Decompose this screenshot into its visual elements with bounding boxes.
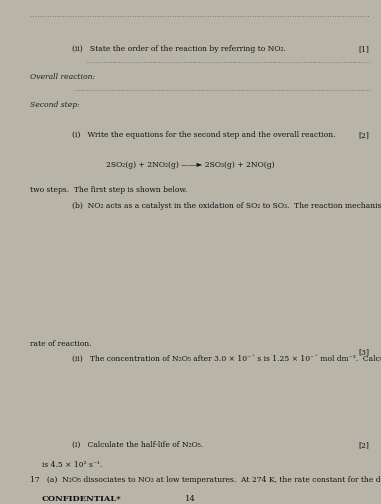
Text: 2SO₂(g) + 2NO₂(g) ——► 2SO₃(g) + 2NO(g): 2SO₂(g) + 2NO₂(g) ——► 2SO₃(g) + 2NO(g) (106, 161, 275, 169)
Text: Second step:: Second step: (30, 101, 80, 109)
Text: (ii)   The concentration of N₂O₅ after 3.0 × 10⁻´ s is 1.25 × 10⁻´ mol dm⁻³.  Ca: (ii) The concentration of N₂O₅ after 3.0… (72, 355, 381, 363)
Text: (i)   Write the equations for the second step and the overall reaction.: (i) Write the equations for the second s… (72, 131, 336, 139)
Text: rate of reaction.: rate of reaction. (30, 340, 92, 348)
Text: 14: 14 (185, 495, 196, 503)
Text: is 4.5 × 10² s⁻¹.: is 4.5 × 10² s⁻¹. (42, 461, 102, 469)
Text: (ii)   State the order of the reaction by referring to NO₂.: (ii) State the order of the reaction by … (72, 45, 286, 53)
Text: [1]: [1] (359, 45, 370, 53)
Text: (b)  NO₂ acts as a catalyst in the oxidation of SO₂ to SO₃.  The reaction mechan: (b) NO₂ acts as a catalyst in the oxidat… (72, 202, 381, 210)
Text: (i)   Calculate the half-life of N₂O₅.: (i) Calculate the half-life of N₂O₅. (72, 441, 203, 449)
Text: two steps.  The first step is shown below.: two steps. The first step is shown below… (30, 186, 188, 195)
Text: [2]: [2] (359, 131, 370, 139)
Text: [3]: [3] (359, 348, 370, 356)
Text: [2]: [2] (359, 441, 370, 449)
Text: 17   (a)  N₂O₅ dissociates to NO₃ at low temperatures.  At 274 K, the rate const: 17 (a) N₂O₅ dissociates to NO₃ at low te… (30, 476, 381, 484)
Text: Overall reaction:: Overall reaction: (30, 73, 96, 81)
Text: CONFIDENTIAL*: CONFIDENTIAL* (42, 495, 122, 503)
